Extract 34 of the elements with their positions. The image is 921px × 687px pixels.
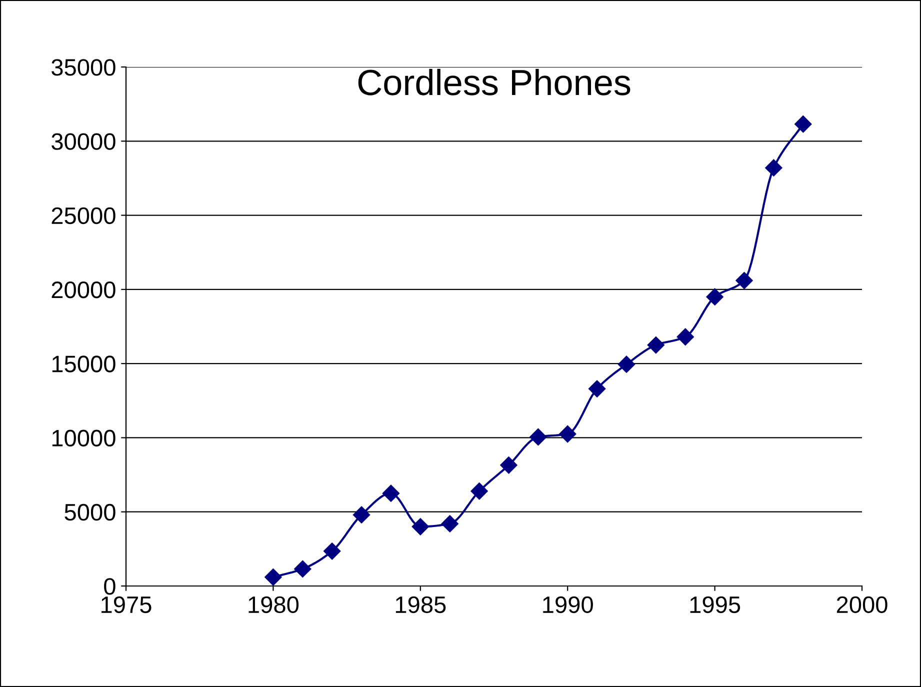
x-tick-label: 1980 bbox=[248, 596, 299, 614]
y-tick-label: 20000 bbox=[52, 281, 116, 298]
point bbox=[294, 560, 312, 578]
y-tick-label: 5000 bbox=[64, 504, 116, 521]
point bbox=[706, 288, 724, 306]
y-tick-label: 10000 bbox=[52, 430, 116, 446]
point bbox=[352, 506, 370, 524]
y-tick-label: 25000 bbox=[52, 207, 116, 224]
point bbox=[647, 336, 664, 354]
point bbox=[765, 159, 782, 176]
point bbox=[441, 515, 458, 532]
point bbox=[676, 328, 694, 346]
point bbox=[618, 356, 636, 373]
x-tick-label: 1995 bbox=[690, 596, 740, 614]
point bbox=[412, 518, 429, 536]
point bbox=[588, 380, 606, 398]
y-tick-label: 30000 bbox=[52, 133, 116, 150]
point bbox=[382, 484, 400, 502]
x-tick-label: 1990 bbox=[543, 596, 593, 614]
point bbox=[264, 568, 282, 586]
y-tick-label: 15000 bbox=[52, 356, 116, 372]
point bbox=[794, 116, 812, 133]
x-tick-label: 1975 bbox=[102, 596, 152, 614]
chart-title: Cordless Phones bbox=[358, 68, 630, 96]
point bbox=[736, 272, 753, 290]
x-tick-label: 2000 bbox=[836, 596, 888, 614]
x-tick-label: 1985 bbox=[396, 596, 446, 614]
y-tick-label: 35000 bbox=[52, 59, 116, 76]
y-tick-label: 0 bbox=[104, 578, 116, 595]
point bbox=[500, 456, 518, 474]
point bbox=[324, 542, 341, 560]
point bbox=[470, 482, 488, 500]
point bbox=[559, 425, 576, 443]
point bbox=[530, 428, 547, 446]
